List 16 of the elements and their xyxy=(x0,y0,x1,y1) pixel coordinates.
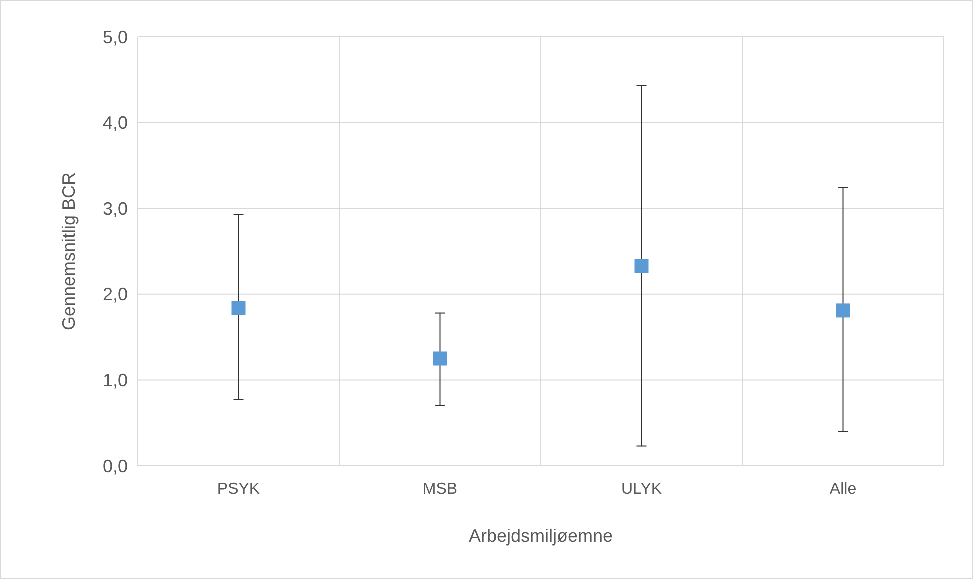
y-tick-label: 4,0 xyxy=(102,113,128,134)
y-tick-label: 1,0 xyxy=(102,370,128,390)
point xyxy=(433,352,448,366)
x-tick-label: Alle xyxy=(830,481,857,498)
x-tick-label: PSYK xyxy=(217,481,260,498)
point xyxy=(634,259,649,274)
point xyxy=(232,301,246,316)
x-axis-title: Arbejdsmiljøemne xyxy=(468,526,614,546)
point xyxy=(836,304,850,318)
y-tick-label: 5,0 xyxy=(102,27,128,48)
x-tick-label: MSB xyxy=(422,481,458,498)
y-tick-label: 2,0 xyxy=(102,284,128,305)
x-tick-label: ULYK xyxy=(621,481,662,498)
y-tick-label: 3,0 xyxy=(102,198,128,219)
y-tick-label: 0,0 xyxy=(102,456,128,476)
y-axis-title: Gennemsnitlig BCR xyxy=(59,172,79,331)
